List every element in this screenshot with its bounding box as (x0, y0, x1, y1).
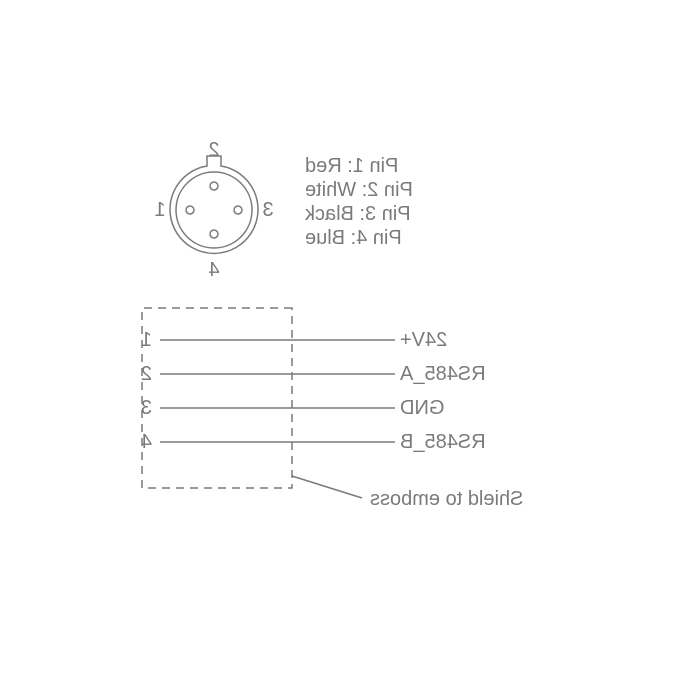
connector-pin-4 (210, 230, 218, 238)
connector-pin-label-2: 2 (208, 139, 219, 161)
connector-pin-label-1: 1 (154, 199, 165, 221)
wire-label-2: RS485_A (399, 363, 485, 385)
connector-pin-2 (210, 182, 218, 190)
wire-label-1: 24V+ (400, 329, 447, 351)
pin-color-2: Pin 2: White (305, 179, 413, 201)
wire-num-3: 3 (141, 397, 152, 419)
pin-color-1: Pin 1: Red (305, 155, 398, 177)
shield-label: Shield to emboss (370, 488, 523, 510)
connector-pin-1 (186, 206, 194, 214)
shield-leader (292, 476, 362, 498)
wire-num-2: 2 (141, 363, 152, 385)
wire-label-3: GND (400, 397, 444, 419)
wire-num-1: 1 (141, 329, 152, 351)
connector-pin-3 (234, 206, 242, 214)
wiring-box (142, 308, 292, 488)
pin-color-4: Pin 4: Blue (305, 227, 402, 249)
connector-inner (176, 172, 252, 248)
connector-face: 1 2 3 4 (154, 139, 273, 281)
connector-outer (170, 156, 258, 253)
wire-num-4: 4 (141, 431, 152, 453)
connector-pin-label-4: 4 (208, 259, 219, 281)
connector-pin-label-3: 3 (262, 199, 273, 221)
wire-label-4: RS485_B (400, 431, 486, 453)
pin-color-3: Pin 3: Black (304, 203, 411, 225)
